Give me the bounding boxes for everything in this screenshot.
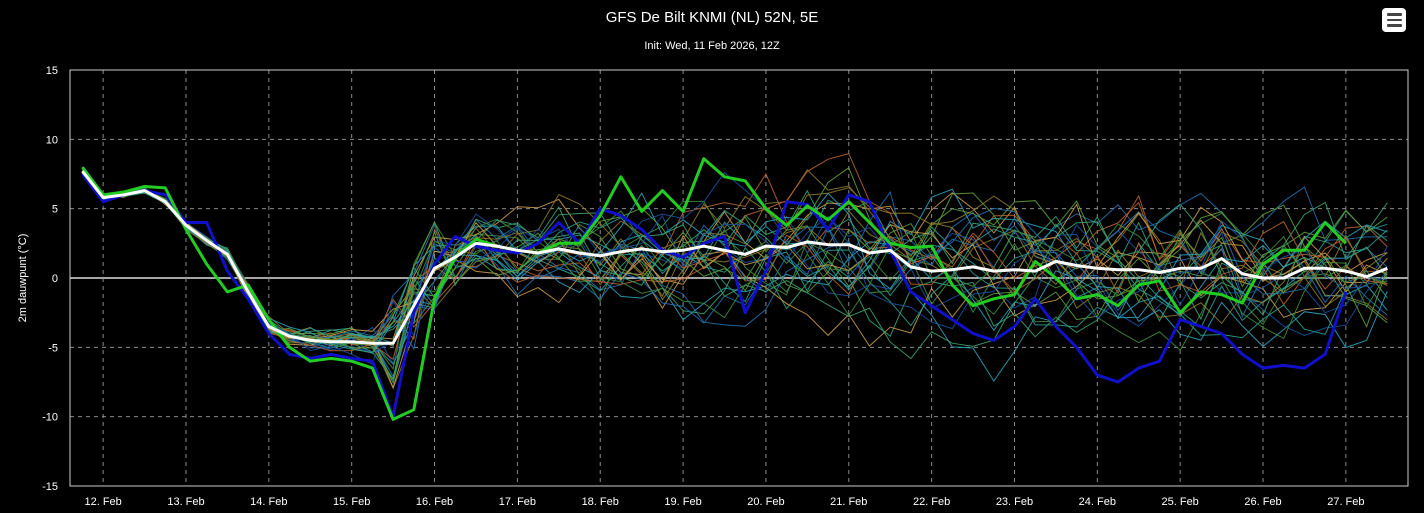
ensemble-member-line — [81, 168, 1388, 389]
menu-icon-bar — [1386, 13, 1402, 16]
ensemble-member-line — [82, 171, 1388, 339]
x-tick-label: 21. Feb — [830, 496, 867, 508]
y-axis-ticks: 15 10 5 0 -5 -10 -15 — [42, 65, 58, 493]
ensemble-member-line — [82, 172, 1388, 344]
x-tick-label: 17. Feb — [499, 496, 536, 508]
plot-frame — [69, 69, 1409, 487]
x-tick-label: 16. Feb — [416, 496, 453, 508]
operational-series-line — [81, 173, 1348, 419]
y-tick-label: -5 — [48, 342, 58, 354]
x-tick-label: 27. Feb — [1327, 496, 1364, 508]
y-tick-label: 0 — [52, 273, 58, 285]
ensemble-member-line — [82, 169, 1388, 344]
x-tick-label: 14. Feb — [250, 496, 287, 508]
menu-icon-bar — [1386, 18, 1402, 22]
y-tick-label: 5 — [52, 204, 58, 216]
y-tick-label: 10 — [46, 134, 58, 146]
x-tick-label: 26. Feb — [1244, 496, 1281, 508]
x-tick-label: 23. Feb — [996, 496, 1033, 508]
chart-subtitle: Init: Wed, 11 Feb 2026, 12Z — [644, 40, 780, 52]
x-axis-ticks: 12. Feb 13. Feb 14. Feb 15. Feb 16. Feb 17. F… — [84, 496, 1364, 508]
ensemble-member-line — [82, 171, 1388, 360]
main-series — [81, 157, 1388, 421]
control-series-line — [81, 157, 1347, 421]
ensemble-member-line — [82, 153, 1388, 352]
menu-icon-bar — [1386, 24, 1402, 27]
x-tick-label: 25. Feb — [1162, 496, 1199, 508]
x-tick-label: 19. Feb — [664, 496, 701, 508]
y-tick-label: -10 — [42, 412, 58, 424]
x-tick-label: 12. Feb — [84, 496, 121, 508]
x-tick-label: 13. Feb — [167, 496, 204, 508]
chart-title: GFS De Bilt KNMI (NL) 52N, 5E — [606, 9, 819, 26]
x-tick-label: 20. Feb — [747, 496, 784, 508]
y-tick-label: 15 — [46, 65, 58, 77]
x-tick-label: 15. Feb — [333, 496, 370, 508]
mean-series-line — [81, 170, 1388, 345]
x-tick-label: 24. Feb — [1079, 496, 1116, 508]
y-axis-label: 2m dauwpunt (°C) — [17, 234, 29, 323]
chart-menu-button[interactable] — [1382, 8, 1406, 32]
x-tick-label: 18. Feb — [582, 496, 619, 508]
y-tick-label: -15 — [42, 481, 58, 493]
x-tick-label: 22. Feb — [913, 496, 950, 508]
